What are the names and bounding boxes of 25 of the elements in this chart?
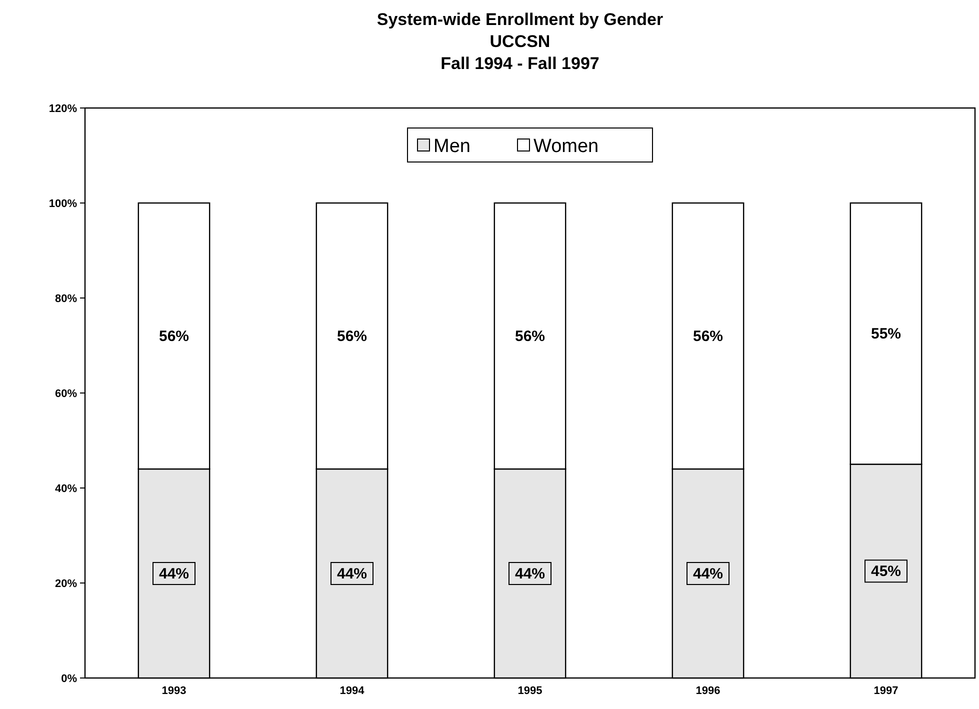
x-tick-label: 1997 xyxy=(874,685,898,697)
data-label: 45% xyxy=(870,563,902,580)
y-tick-label: 20% xyxy=(54,578,78,590)
x-tick-label: 1996 xyxy=(696,685,720,697)
data-label: 44% xyxy=(514,566,546,582)
data-label: 56% xyxy=(336,328,368,345)
legend-label: Women xyxy=(534,136,599,157)
chart-title: System-wide Enrollment by Gender UCCSN Fall 1994 - Fall 1997 xyxy=(376,10,664,73)
data-label: 44% xyxy=(158,566,190,582)
data-label: 44% xyxy=(692,566,724,582)
data-label: 55% xyxy=(870,326,902,343)
y-tick-label: 40% xyxy=(54,483,78,495)
data-label: 44% xyxy=(336,566,368,582)
data-label: 56% xyxy=(514,328,546,345)
legend-label: Men xyxy=(434,136,470,157)
x-tick-label: 1994 xyxy=(340,685,366,697)
data-label: 56% xyxy=(692,328,724,345)
y-tick-label: 60% xyxy=(54,388,78,400)
y-tick-label: 120% xyxy=(48,103,78,115)
data-label: 56% xyxy=(158,328,190,345)
x-tick-label: 1993 xyxy=(162,685,186,697)
x-tick-label: 1995 xyxy=(518,685,542,697)
y-tick-label: 80% xyxy=(54,293,78,305)
y-tick-label: 0% xyxy=(61,673,78,685)
y-tick-label: 100% xyxy=(48,198,78,210)
